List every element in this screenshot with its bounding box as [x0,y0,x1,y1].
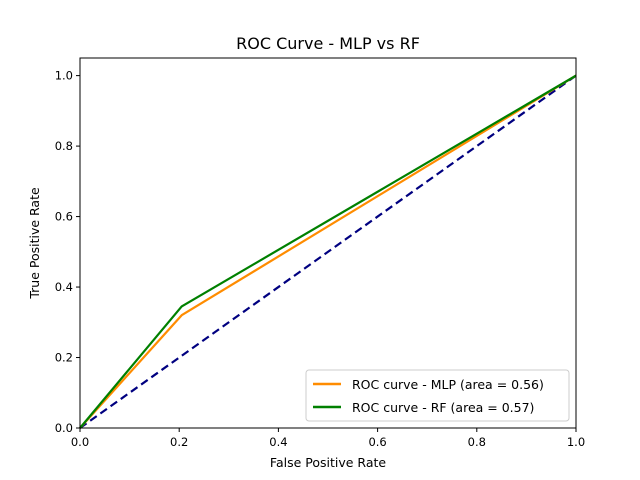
x-tick-label: 0.0 [71,435,89,449]
x-tick-label: 1.0 [567,435,585,449]
legend-box [305,369,570,422]
y-axis-ticks: 0.0 0.2 0.4 0.6 0.8 1.0 [55,69,80,435]
series-line-mlp [79,74,577,429]
y-tick-label: 0.4 [55,280,73,294]
y-axis-label: True Positive Rate [27,187,42,300]
plot-background [80,58,576,428]
x-axis-ticks: 0.0 0.2 0.4 0.6 0.8 1.0 [71,428,585,449]
x-tick-label: 0.6 [368,435,386,449]
series-layer [79,74,577,429]
x-axis-label: False Positive Rate [270,455,386,470]
y-tick-label: 0.8 [55,139,73,153]
chart-title: ROC Curve - MLP vs RF [236,34,420,53]
reference-diagonal-line [79,74,577,429]
plot-area [80,58,576,428]
y-tick-label: 0.2 [55,351,73,365]
y-tick-label: 1.0 [55,69,73,83]
x-tick-label: 0.2 [170,435,188,449]
x-tick-label: 0.8 [468,435,486,449]
series-line-rf [79,74,577,429]
plot-frame [79,57,577,429]
legend-label-rf: ROC curve - RF (area = 0.57) [352,400,534,415]
y-tick-label: 0.0 [55,421,73,435]
y-tick-label: 0.6 [55,210,73,224]
x-tick-label: 0.4 [269,435,287,449]
legend-label-mlp: ROC curve - MLP (area = 0.56) [352,377,544,392]
legend: ROC curve - MLP (area = 0.56) ROC curve … [305,369,570,422]
